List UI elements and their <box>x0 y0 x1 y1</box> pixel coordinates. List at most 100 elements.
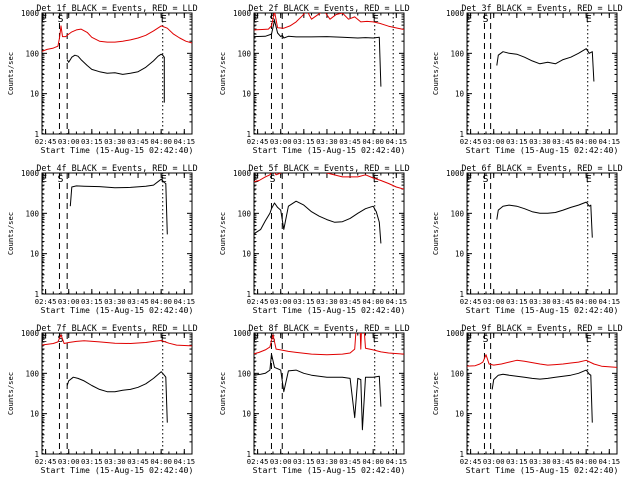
x-tick-label: 03:00 <box>58 137 80 146</box>
x-tick-label: 03:00 <box>58 457 80 466</box>
marker-label: E <box>253 334 259 345</box>
marker-label: E <box>161 334 167 345</box>
marker-label: E <box>466 334 472 345</box>
marker-label: E <box>41 14 47 25</box>
x-tick-label: 03:15 <box>293 297 315 306</box>
plot-frame <box>41 172 193 295</box>
x-tick-label: 02:45 <box>460 457 482 466</box>
chart-title: Det 9f BLACK = Events, RED = LLD <box>461 323 622 333</box>
chart-title: Det 1f BLACK = Events, RED = LLD <box>36 3 197 13</box>
x-tick-label: 04:15 <box>173 297 195 306</box>
x-tick-label: 03:45 <box>339 137 361 146</box>
y-tick-label: 10 <box>30 410 40 419</box>
y-tick-label: 1 <box>459 290 464 299</box>
x-tick-label: 04:00 <box>150 137 172 146</box>
x-tick-label: 03:30 <box>316 297 338 306</box>
x-tick-label: 04:15 <box>385 457 407 466</box>
series-line-lld <box>42 334 192 347</box>
y-tick-label: 1 <box>246 130 251 139</box>
marker-label: E <box>586 14 592 25</box>
chart-title: Det 6f BLACK = Events, RED = LLD <box>461 163 622 173</box>
marker-label: E <box>161 14 167 25</box>
x-tick-label: 03:00 <box>483 297 505 306</box>
y-tick-label: 1 <box>246 450 251 459</box>
marker-label: S <box>57 334 63 345</box>
series-line-events <box>66 53 165 103</box>
marker-label: S <box>482 14 488 25</box>
y-tick-label: 1 <box>34 290 39 299</box>
x-tick-label: 04:00 <box>575 297 597 306</box>
x-tick-label: 03:45 <box>552 137 574 146</box>
series-group <box>42 25 192 103</box>
y-tick-label: 1000 <box>233 9 252 18</box>
x-tick-label: 04:00 <box>575 137 597 146</box>
x-tick-label: 03:30 <box>104 457 126 466</box>
y-axis-label: Counts/sec <box>6 372 15 415</box>
x-tick-label: 04:15 <box>385 137 407 146</box>
x-tick-label: 04:15 <box>598 137 620 146</box>
x-tick-label: 03:00 <box>270 457 292 466</box>
chart-panel-5: Det 5f BLACK = Events, RED = LLD 1 10 100 10… <box>218 163 410 315</box>
x-tick-label: 04:15 <box>173 457 195 466</box>
chart-panel-6: Det 6f BLACK = Events, RED = LLD 1 10 100 10… <box>431 163 623 315</box>
x-tick-label: 03:00 <box>483 137 505 146</box>
x-tick-label: 03:00 <box>270 297 292 306</box>
x-tick-label: 03:00 <box>483 457 505 466</box>
marker-label: E <box>253 14 259 25</box>
y-tick-label: 100 <box>25 49 39 58</box>
x-tick-label: 02:45 <box>460 297 482 306</box>
y-tick-label: 10 <box>455 90 465 99</box>
marker-label: S <box>57 14 63 25</box>
y-tick-label: 1 <box>34 130 39 139</box>
x-tick-label: 03:30 <box>529 457 551 466</box>
series-group <box>254 13 404 87</box>
y-axis-label: Counts/sec <box>431 372 440 415</box>
y-tick-label: 10 <box>242 90 252 99</box>
chart-panel-3: Det 3f BLACK = Events, RED = LLD 1 10 100 10… <box>431 3 623 155</box>
marker-label: E <box>373 174 379 185</box>
chart-title: Det 7f BLACK = Events, RED = LLD <box>36 323 197 333</box>
series-group <box>254 173 404 244</box>
x-tick-label: 03:15 <box>81 137 103 146</box>
chart-title: Det 4f BLACK = Events, RED = LLD <box>36 163 197 173</box>
x-tick-label: 03:45 <box>127 457 149 466</box>
x-tick-label: 03:45 <box>127 137 149 146</box>
chart-panel-1: Det 1f BLACK = Events, RED = LLD 1 10 100 10… <box>6 3 198 155</box>
y-tick-label: 100 <box>450 49 464 58</box>
plot-frame <box>466 12 618 135</box>
x-axis-label: Start Time (15-Aug-15 02:42:40) <box>466 145 619 155</box>
x-tick-label: 02:45 <box>247 137 269 146</box>
x-tick-label: 04:00 <box>362 457 384 466</box>
x-axis-label: Start Time (15-Aug-15 02:42:40) <box>41 145 194 155</box>
x-tick-label: 03:30 <box>104 297 126 306</box>
x-axis-label: Start Time (15-Aug-15 02:42:40) <box>41 465 194 475</box>
chart-title: Det 8f BLACK = Events, RED = LLD <box>248 323 409 333</box>
x-tick-label: 03:15 <box>293 457 315 466</box>
chart-panel-4: Det 4f BLACK = Events, RED = LLD 1 10 100 10… <box>6 163 198 315</box>
y-tick-label: 10 <box>242 410 252 419</box>
plot-frame <box>466 332 618 455</box>
x-tick-label: 02:45 <box>35 297 57 306</box>
marker-label: S <box>482 334 488 345</box>
series-group <box>467 354 617 423</box>
y-axis-label: Counts/sec <box>6 52 15 95</box>
y-tick-label: 100 <box>237 209 251 218</box>
chart-panel-8: Det 8f BLACK = Events, RED = LLD 1 10 100 10… <box>218 323 410 475</box>
series-line-events <box>496 201 593 238</box>
plot-frame <box>253 172 405 295</box>
y-tick-label: 10 <box>242 250 252 259</box>
chart-title: Det 3f BLACK = Events, RED = LLD <box>461 3 622 13</box>
x-tick-label: 03:30 <box>316 457 338 466</box>
marker-label: E <box>586 174 592 185</box>
marker-label: E <box>466 14 472 25</box>
x-tick-label: 02:45 <box>35 457 57 466</box>
chart-panel-9: Det 9f BLACK = Events, RED = LLD 1 10 100 10… <box>431 323 623 475</box>
x-tick-label: 03:00 <box>58 297 80 306</box>
marker-label: E <box>373 14 379 25</box>
x-tick-label: 03:45 <box>127 297 149 306</box>
y-tick-label: 1000 <box>233 169 252 178</box>
series-line-lld <box>42 25 192 52</box>
series-line-events <box>491 369 593 423</box>
series-line-events <box>254 353 382 431</box>
